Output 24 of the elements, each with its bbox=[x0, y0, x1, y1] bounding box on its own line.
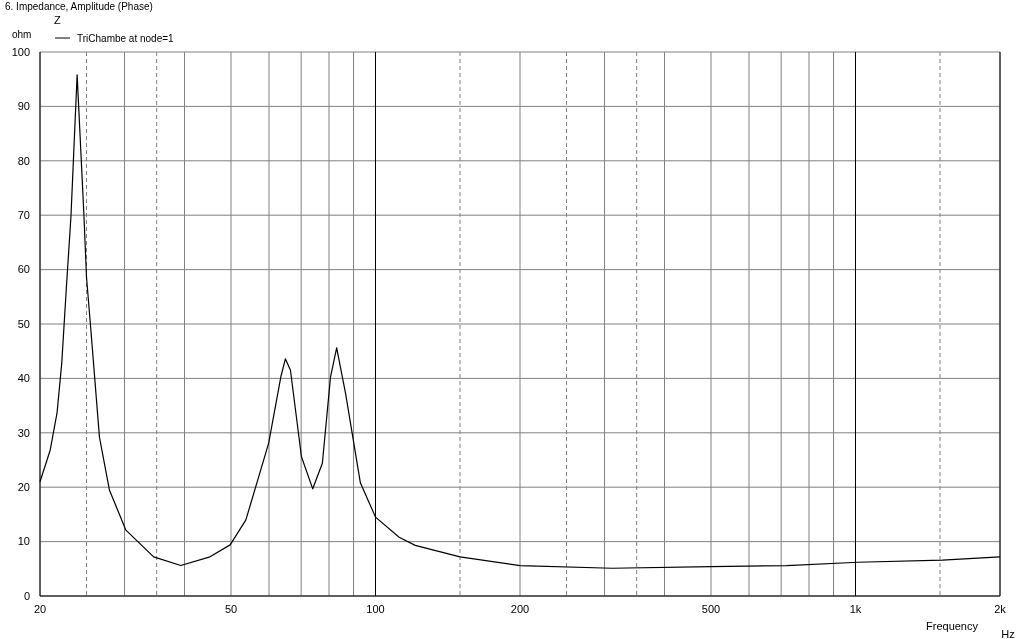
y-tick-label: 100 bbox=[11, 45, 30, 58]
text: Hz bbox=[1001, 628, 1015, 639]
chart-title: 6. Impedance, Amplitude (Phase) bbox=[5, 1, 153, 12]
x-tick-label: 500 bbox=[701, 603, 721, 615]
legend-label: TriChambe at node=1 bbox=[77, 32, 175, 44]
x-tick-label: 1k bbox=[849, 603, 862, 615]
y-tick-label: 80 bbox=[17, 154, 30, 167]
y-tick-label: 50 bbox=[17, 317, 30, 330]
y-tick-label: 90 bbox=[17, 100, 30, 113]
y-tick-label: 70 bbox=[17, 209, 30, 222]
x-tick-label: 50 bbox=[224, 603, 238, 615]
x-tick-label: 100 bbox=[366, 603, 385, 615]
y-tick-label: 30 bbox=[17, 426, 30, 439]
y-tick-label: 10 bbox=[17, 535, 30, 548]
y-tick-label: 60 bbox=[17, 263, 30, 276]
x-tick-label: 200 bbox=[510, 603, 530, 615]
x-tick-label: 2k bbox=[994, 603, 1007, 615]
y-tick-label: 20 bbox=[17, 481, 30, 494]
y-tick-label: 0 bbox=[23, 589, 30, 602]
x-tick-label: 20 bbox=[33, 603, 47, 615]
y-tick-label: 40 bbox=[17, 372, 30, 385]
legend-title: Z bbox=[54, 14, 61, 26]
y-axis-title: ohm bbox=[12, 29, 32, 40]
x-axis-title: Frequency bbox=[926, 620, 979, 632]
